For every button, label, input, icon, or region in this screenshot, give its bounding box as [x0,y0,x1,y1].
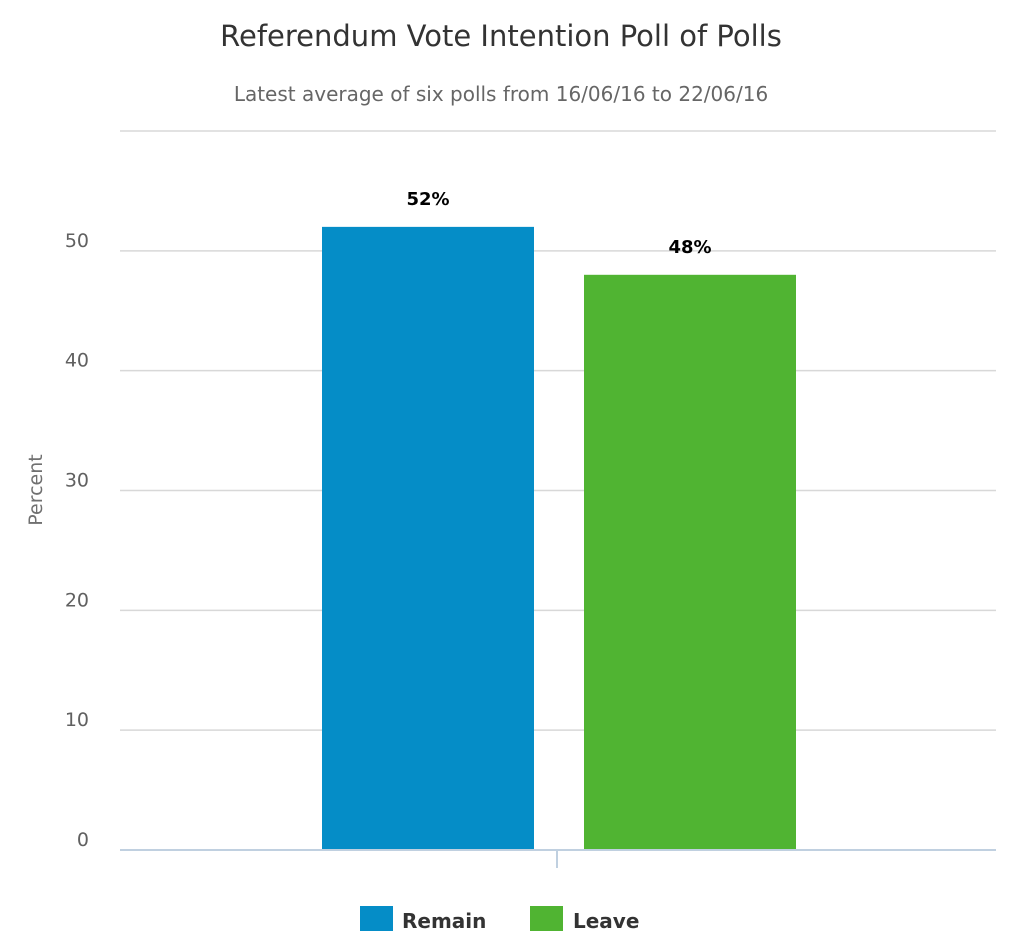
y-tick-label: 50 [65,230,89,252]
y-tick-label: 30 [65,470,89,492]
legend-item-remain[interactable]: Remain [360,906,486,933]
data-label-leave: 48% [668,237,711,258]
bar-leave[interactable] [584,274,796,850]
bar-remain[interactable] [322,226,534,850]
chart-title: Referendum Vote Intention Poll of Polls [220,19,782,53]
gridlines [120,130,996,731]
y-tick-label: 10 [65,709,89,731]
data-label-remain: 52% [406,189,449,210]
y-axis-title: Percent [25,454,47,526]
chart-subtitle: Latest average of six polls from 16/06/1… [234,82,768,106]
y-axis-ticks: 0 10 20 30 40 50 [65,230,89,851]
legend-label: Leave [573,909,639,933]
legend-item-leave[interactable]: Leave [530,906,639,933]
bars [322,226,796,850]
y-tick-label: 0 [77,829,89,851]
legend: Remain Leave [360,906,639,933]
data-labels: 52% 48% [406,189,711,258]
y-tick-label: 20 [65,589,89,611]
legend-swatch [530,906,563,931]
y-tick-label: 40 [65,350,89,372]
legend-swatch [360,906,393,931]
legend-label: Remain [402,909,486,933]
